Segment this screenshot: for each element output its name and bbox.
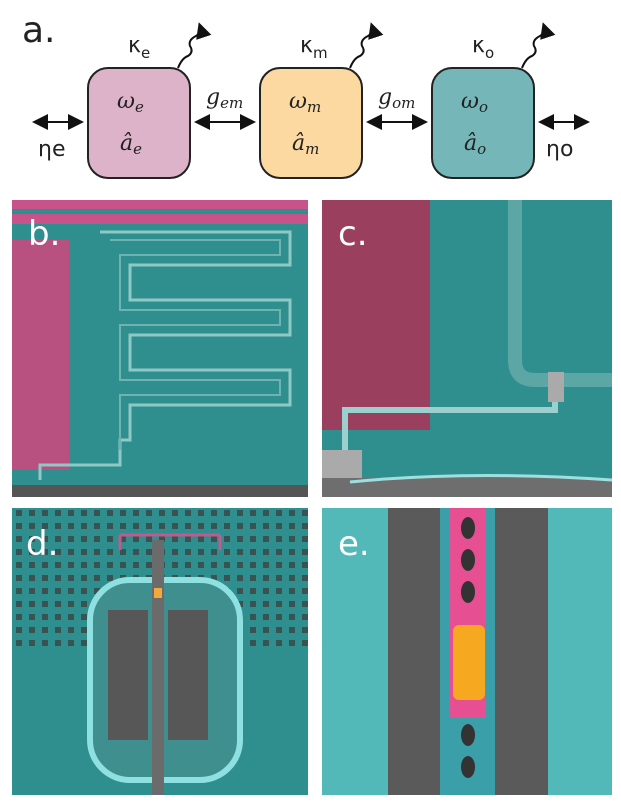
text: ω	[461, 89, 479, 114]
text: â	[292, 131, 305, 156]
text: o	[560, 137, 573, 162]
loss-rate: κe	[128, 33, 150, 62]
text: m	[305, 140, 319, 158]
panel-c: c.	[322, 200, 612, 497]
port-rate: ηo	[546, 137, 573, 162]
text: ω	[289, 89, 307, 114]
loss-rate: κm	[300, 33, 328, 62]
text: κ	[128, 33, 141, 58]
panel-label: e.	[338, 524, 370, 564]
text: e	[141, 44, 150, 62]
panel-label: c.	[338, 214, 368, 254]
text: e	[133, 140, 142, 158]
text: â	[464, 131, 477, 156]
text: m	[313, 44, 328, 62]
text: m	[307, 98, 321, 116]
coupling: gem	[206, 85, 243, 112]
figure: a. κe κm κo ωe ωm ωo âe âm âo gem gom ηe…	[0, 0, 621, 798]
optical-mode	[432, 68, 534, 178]
text: κ	[472, 33, 485, 58]
text: om	[392, 94, 415, 112]
text: κ	[300, 33, 313, 58]
text: â	[120, 131, 133, 156]
panel-label: b.	[28, 214, 60, 254]
electrical-mode	[88, 68, 190, 178]
text: e	[135, 98, 144, 116]
panel-e: e.	[322, 508, 612, 795]
text: o	[479, 98, 488, 116]
text: em	[220, 94, 243, 112]
text: ω	[117, 89, 135, 114]
port-rate: ηe	[38, 137, 66, 162]
panel-label: a.	[22, 10, 56, 51]
text: η	[38, 137, 52, 162]
text: o	[485, 44, 494, 62]
mechanical-mode	[260, 68, 362, 178]
text: o	[477, 140, 486, 158]
loss-rate: κo	[472, 33, 494, 62]
panel-d: d.	[12, 508, 308, 795]
text: e	[52, 137, 66, 162]
coupling: gom	[378, 85, 415, 112]
text: g	[378, 85, 392, 110]
panel-label: d.	[26, 524, 58, 564]
text: η	[546, 137, 560, 162]
panel-a: a. κe κm κo ωe ωm ωo âe âm âo gem gom ηe…	[22, 10, 586, 178]
text: g	[206, 85, 220, 110]
panel-b: b.	[12, 200, 308, 497]
